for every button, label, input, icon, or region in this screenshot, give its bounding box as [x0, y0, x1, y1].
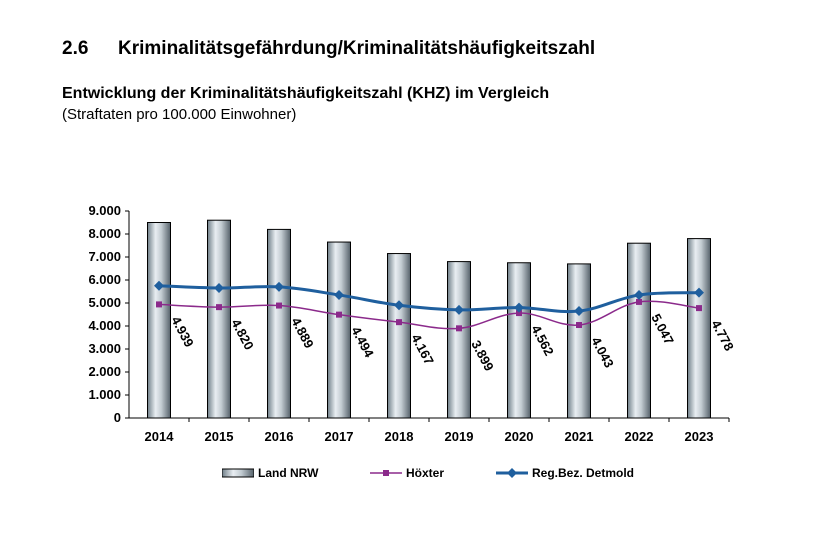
y-tick-label: 7.000 — [88, 249, 121, 264]
data-label-hoexter: 3.899 — [468, 338, 497, 374]
data-label-hoexter: 4.889 — [288, 315, 317, 351]
x-tick-label: 2015 — [205, 429, 234, 444]
point-hoexter — [576, 322, 582, 329]
bar-series — [147, 219, 711, 419]
data-label-hoexter: 4.167 — [408, 332, 437, 368]
x-tick-label: 2014 — [145, 429, 175, 444]
x-tick-label: 2021 — [565, 429, 594, 444]
data-label-hoexter: 4.820 — [228, 317, 257, 353]
section-heading: 2.6 Kriminalitätsgefährdung/Kriminalitäts… — [62, 38, 595, 60]
point-detmold — [694, 287, 704, 298]
chart-subtitle: (Straftaten pro 100.000 Einwohner) — [62, 106, 297, 123]
point-hoexter — [336, 311, 342, 318]
y-tick-label: 6.000 — [88, 272, 121, 287]
bar-land-nrw — [327, 241, 351, 419]
y-tick-label: 3.000 — [88, 341, 121, 356]
line-detmold — [158, 284, 700, 314]
x-tick-label: 2016 — [265, 429, 294, 444]
y-tick-label: 0 — [114, 410, 121, 425]
axes: 0 1.000 2.000 3.000 4.000 5.000 6.000 7.000 8.00… — [88, 203, 730, 444]
bar-land-nrw — [147, 222, 171, 419]
bar-land-nrw — [687, 238, 711, 419]
section-number: 2.6 — [62, 38, 89, 59]
bar-land-nrw — [207, 219, 231, 419]
bar-land-nrw — [447, 261, 471, 419]
line-series — [154, 280, 704, 332]
legend-label: Land NRW — [258, 466, 319, 480]
y-tick-label: 9.000 — [88, 203, 121, 218]
x-tick-label: 2017 — [325, 429, 354, 444]
point-hoexter — [276, 302, 282, 309]
bar-land-nrw — [627, 242, 651, 419]
legend-swatch-line — [370, 470, 402, 476]
point-hoexter — [456, 325, 462, 332]
point-detmold — [214, 283, 224, 294]
bar-land-nrw — [267, 228, 291, 419]
point-detmold — [274, 281, 284, 292]
y-tick-label: 2.000 — [88, 364, 121, 379]
point-hoexter — [636, 298, 642, 305]
legend: Land NRW Höxter Reg.Bez. Detmold — [0, 466, 821, 486]
data-label-hoexter: 4.043 — [588, 334, 617, 370]
chart-title: Entwicklung der Kriminalitätshäufigkeits… — [62, 85, 550, 102]
x-tick-label: 2022 — [625, 429, 654, 444]
point-hoexter — [216, 304, 222, 311]
section-title: Kriminalitätsgefährdung/Kriminalitätshäu… — [118, 38, 596, 59]
point-detmold — [514, 302, 524, 313]
point-detmold — [454, 304, 464, 315]
y-tick-label: 1.000 — [88, 387, 121, 402]
x-tick-label: 2020 — [505, 429, 534, 444]
point-detmold — [394, 300, 404, 311]
legend-swatch-line — [496, 468, 528, 478]
x-tick-label: 2018 — [385, 429, 414, 444]
bar-land-nrw — [567, 263, 591, 419]
point-detmold — [334, 289, 344, 300]
legend-item-hoexter: Höxter — [370, 466, 444, 480]
point-hoexter — [396, 319, 402, 326]
x-tick-label: 2019 — [445, 429, 474, 444]
point-detmold — [154, 280, 164, 291]
line-hoexter — [158, 300, 700, 330]
data-label-hoexter: 5.047 — [648, 311, 677, 347]
legend-label: Höxter — [406, 466, 445, 480]
legend-swatch-bar — [222, 468, 254, 478]
point-hoexter — [696, 305, 702, 312]
data-label-hoexter: 4.939 — [168, 314, 197, 350]
data-label-hoexter: 4.562 — [528, 322, 557, 358]
legend-item-detmold: Reg.Bez. Detmold — [496, 466, 634, 480]
data-label-hoexter: 4.494 — [348, 324, 377, 360]
point-detmold — [634, 289, 644, 300]
legend-label: Reg.Bez. Detmold — [532, 466, 635, 480]
y-tick-label: 5.000 — [88, 295, 121, 310]
data-label-hoexter: 4.778 — [708, 317, 737, 353]
point-hoexter — [516, 310, 522, 317]
point-hoexter — [156, 301, 162, 308]
y-tick-label: 8.000 — [88, 226, 121, 241]
bar-land-nrw — [507, 262, 531, 419]
legend-item-land-nrw: Land NRW — [222, 466, 318, 480]
point-detmold — [574, 306, 584, 317]
y-tick-label: 4.000 — [88, 318, 121, 333]
x-tick-label: 2023 — [685, 429, 714, 444]
bar-land-nrw — [387, 253, 411, 419]
